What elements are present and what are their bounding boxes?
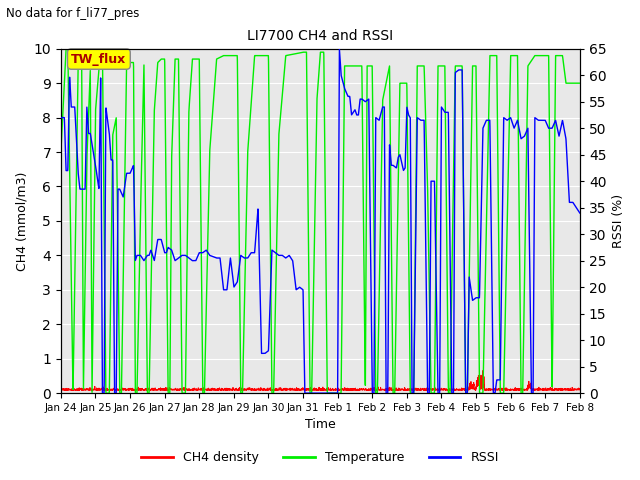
Text: TW_flux: TW_flux: [71, 52, 127, 65]
X-axis label: Time: Time: [305, 419, 336, 432]
Y-axis label: RSSI (%): RSSI (%): [612, 194, 625, 248]
Legend: CH4 density, Temperature, RSSI: CH4 density, Temperature, RSSI: [136, 446, 504, 469]
Y-axis label: CH4 (mmol/m3): CH4 (mmol/m3): [15, 171, 28, 271]
Text: No data for f_li77_pres: No data for f_li77_pres: [6, 7, 140, 20]
Title: LI7700 CH4 and RSSI: LI7700 CH4 and RSSI: [247, 29, 394, 43]
